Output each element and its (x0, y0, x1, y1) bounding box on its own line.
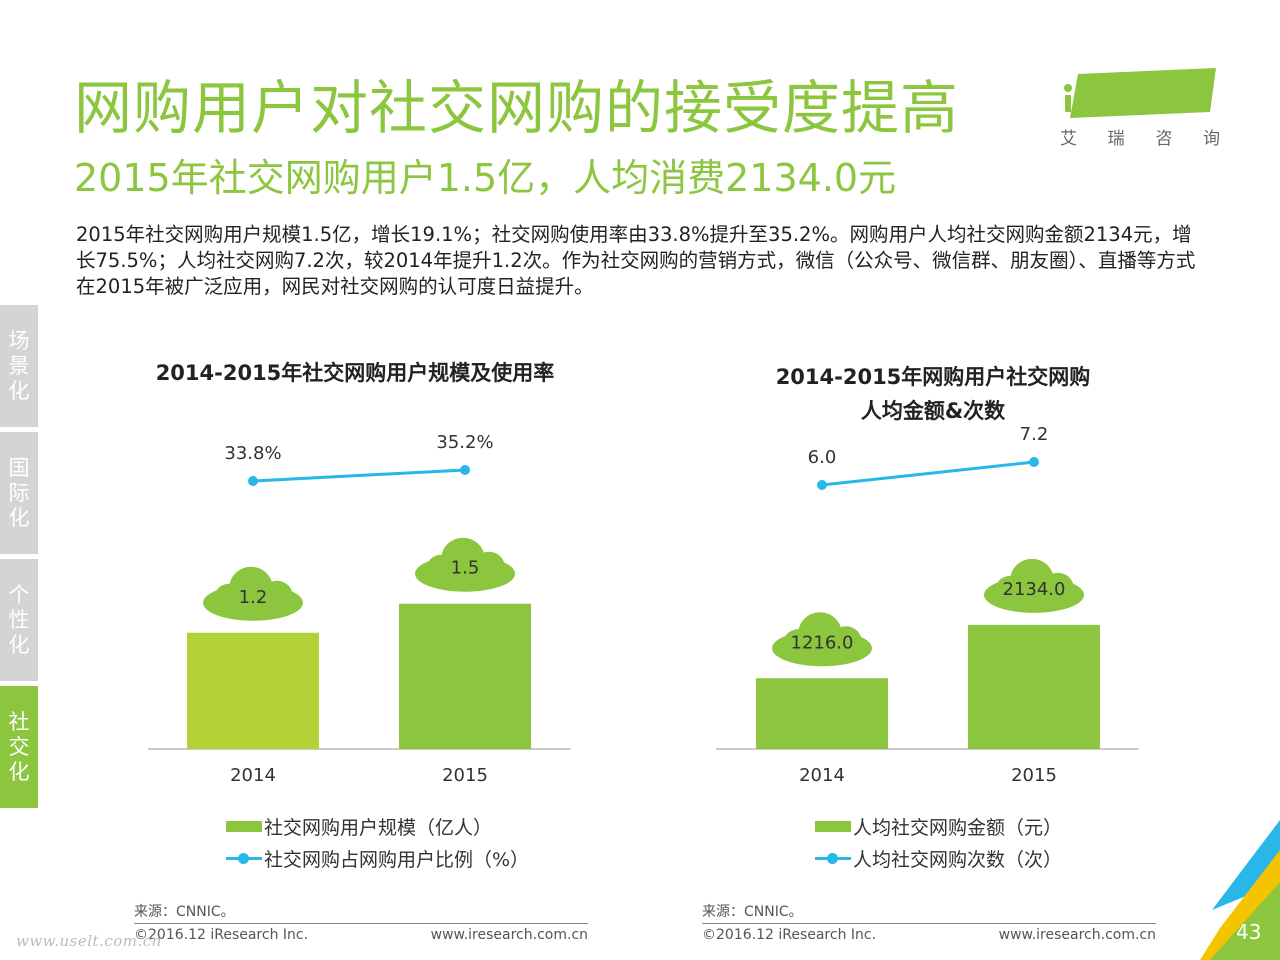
x-tick-label: 2015 (1011, 765, 1057, 786)
x-tick-label: 2015 (442, 765, 488, 786)
sidenav-item-social[interactable]: 社交化 (0, 686, 38, 808)
line-point (817, 480, 827, 490)
iresearch-logo (1064, 68, 1216, 118)
page-subtitle: 2015年社交网购用户1.5亿，人均消费2134.0元 (74, 156, 897, 200)
bar (968, 624, 1100, 749)
line-point (460, 465, 470, 475)
line-value-label: 35.2% (436, 432, 493, 453)
legend-item-bar: 人均社交网购金额（元） (815, 810, 1062, 842)
footer-url[interactable]: www.iresearch.com.cn (998, 927, 1156, 943)
logo-tagline-char: 瑞 (1107, 129, 1125, 149)
legend-item-bar: 社交网购用户规模（亿人） (226, 810, 529, 842)
logo-tagline-char: 询 (1202, 129, 1220, 149)
watermark: www.uselt.com.cn (16, 932, 162, 950)
bar (756, 678, 888, 749)
footer-copyright: ©2016.12 iResearch Inc. (134, 927, 309, 943)
footer-divider (134, 923, 588, 924)
legend-bar-swatch (226, 820, 262, 832)
cloud-label-bg (203, 566, 303, 621)
legend-right: 人均社交网购金额（元） 人均社交网购次数（次） (815, 810, 1062, 874)
legend-bar-label: 人均社交网购金额（元） (853, 816, 1063, 839)
footer-right: 来源：CNNIC。 ©2016.12 iResearch Inc. www.ir… (702, 902, 1156, 945)
legend-item-line: 社交网购占网购用户比例（%） (226, 842, 529, 874)
legend-line-label: 社交网购占网购用户比例（%） (264, 848, 530, 871)
corner-decoration (1200, 820, 1280, 960)
logo-tagline-char: 艾 (1060, 129, 1077, 149)
chart-title-per-capita: 2014-2015年网购用户社交网购 人均金额&次数 (718, 360, 1148, 428)
x-tick-label: 2014 (230, 765, 276, 786)
footer-url[interactable]: www.iresearch.com.cn (430, 927, 588, 943)
line-point (248, 476, 258, 486)
line-value-label: 6.0 (808, 447, 837, 468)
bar (399, 603, 531, 749)
footer-source: 来源：CNNIC。 (134, 904, 235, 920)
bar-value-label: 2134.0 (1003, 579, 1066, 600)
footer-copyright: ©2016.12 iResearch Inc. (702, 927, 877, 943)
legend-left: 社交网购用户规模（亿人） 社交网购占网购用户比例（%） (226, 810, 529, 874)
cloud-label-bg (772, 612, 872, 667)
chart-title-line: 2014-2015年网购用户社交网购 (775, 365, 1091, 389)
bar-value-label: 1.2 (239, 587, 268, 608)
page-title: 网购用户对社交网购的接受度提高 (74, 74, 960, 142)
sidenav-item-personalized[interactable]: 个性化 (0, 559, 38, 681)
bar (187, 632, 319, 749)
footer-divider (702, 923, 1156, 924)
footer-left: 来源：CNNIC。 ©2016.12 iResearch Inc. www.ir… (134, 902, 588, 945)
cloud-label-bg (415, 537, 515, 592)
legend-line-swatch (226, 851, 262, 865)
legend-bar-swatch (815, 820, 851, 832)
bar-value-label: 1.5 (451, 558, 480, 579)
sidenav-item-international[interactable]: 国际化 (0, 432, 38, 554)
logo-tagline: 艾 瑞 咨 询 (1060, 124, 1220, 149)
cloud-label-bg (984, 558, 1084, 613)
legend-line-swatch (815, 851, 851, 865)
x-tick-label: 2014 (799, 765, 845, 786)
logo-tagline-char: 咨 (1155, 129, 1173, 149)
line-value-label: 33.8% (224, 443, 281, 464)
chart-title-line: 人均金额&次数 (860, 399, 1006, 423)
chart-title-user-scale: 2014-2015年社交网购用户规模及使用率 (155, 361, 555, 385)
summary-paragraph: 2015年社交网购用户规模1.5亿，增长19.1%；社交网购使用率由33.8%提… (76, 223, 1196, 298)
series-line (821, 460, 1035, 487)
sidenav-item-scenario[interactable]: 场景化 (0, 305, 38, 427)
line-point (1029, 457, 1039, 467)
line-value-label: 7.2 (1020, 424, 1049, 445)
legend-item-line: 人均社交网购次数（次） (815, 842, 1062, 874)
bar-value-label: 1216.0 (791, 632, 854, 653)
legend-line-label: 人均社交网购次数（次） (853, 848, 1063, 871)
footer-source: 来源：CNNIC。 (702, 904, 803, 920)
series-line (252, 468, 466, 483)
legend-bar-label: 社交网购用户规模（亿人） (264, 816, 493, 839)
page-number: 43 (1236, 920, 1262, 944)
